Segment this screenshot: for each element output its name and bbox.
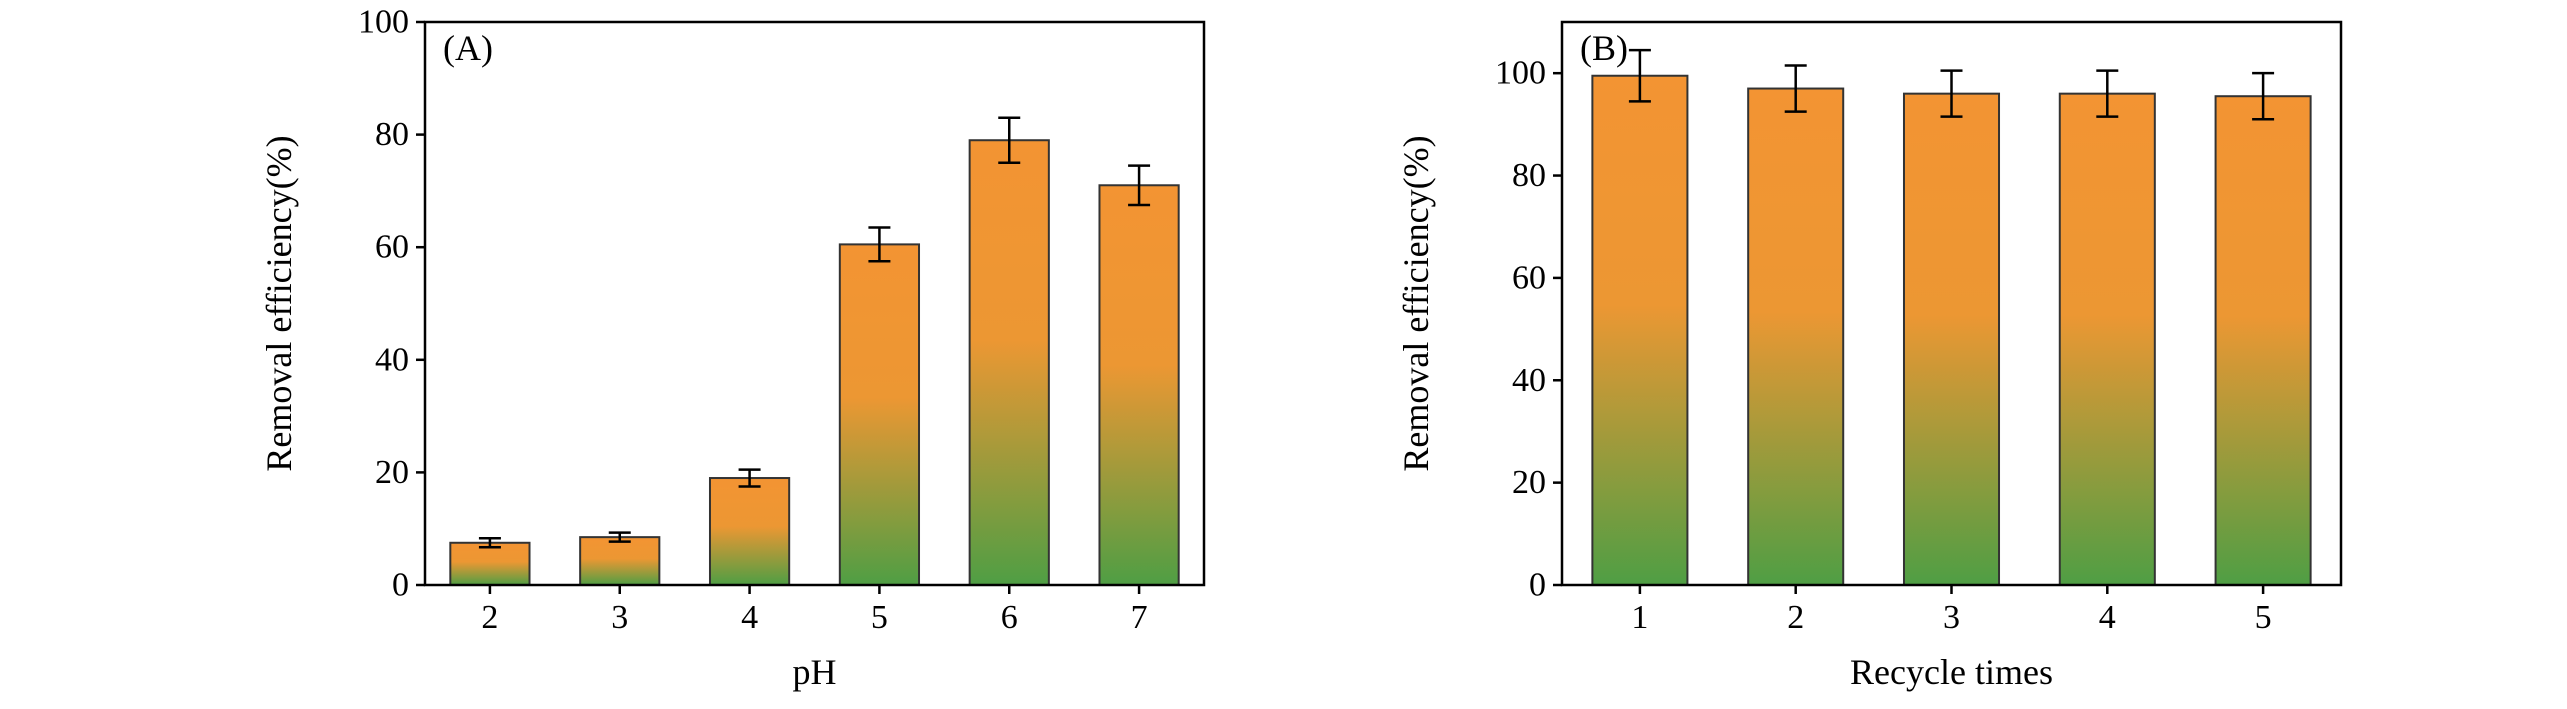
plot-frame [423, 20, 1206, 587]
error-bar [2252, 71, 2275, 121]
bar [579, 536, 661, 587]
x-tick-label: 2 [481, 599, 498, 636]
bar [449, 541, 531, 587]
y-tick-label: 20 [375, 454, 409, 491]
x-axis-label: Recycle times [1850, 652, 2053, 692]
bar [1098, 184, 1180, 587]
panel-label: (A) [443, 28, 493, 68]
error-bar [1128, 164, 1151, 207]
x-tick-label: 5 [871, 599, 888, 636]
chart-a-panel: 0 20 40 60 80 100 2 3 4 5 6 7 pH Removal efficiency(%… [230, 0, 1220, 709]
y-tick-label: 80 [1512, 157, 1546, 194]
bar [1747, 87, 1845, 586]
bar [1591, 74, 1689, 586]
x-tick-label: 7 [1131, 599, 1148, 636]
x-tick-label: 5 [2255, 599, 2272, 636]
y-tick-label: 60 [1512, 259, 1546, 296]
bar [708, 477, 791, 586]
y-axis-label: Removal efficiency(%) [259, 135, 299, 471]
x-tick-label: 4 [2099, 599, 2116, 636]
x-axis-label: pH [793, 652, 837, 692]
y-tick-label: 20 [1512, 464, 1546, 501]
x-tick-label: 1 [1631, 599, 1648, 636]
bar [2214, 95, 2312, 587]
error-bar [478, 537, 501, 549]
error-bar [2096, 69, 2119, 118]
bar [2058, 92, 2156, 587]
y-tick-label: 60 [375, 229, 409, 266]
bar [968, 139, 1050, 586]
x-tick-label: 6 [1001, 599, 1018, 636]
chart-b-svg: 0 20 40 60 80 100 1 2 3 4 5 Recycle times Removal ef… [1396, 20, 2343, 692]
chart-b-panel: 0 20 40 60 80 100 1 2 3 4 5 Recycle times Removal ef… [1367, 0, 2357, 709]
y-tick-label: 40 [375, 341, 409, 378]
bar [1902, 92, 2001, 587]
y-tick-label: 100 [358, 4, 409, 41]
x-tick-label: 2 [1787, 599, 1804, 636]
x-tick-label: 3 [1943, 599, 1960, 636]
error-bar [738, 468, 761, 488]
error-bar [1784, 64, 1807, 113]
error-bar [1628, 48, 1651, 103]
y-tick-label: 0 [1529, 567, 1546, 604]
error-bar [868, 226, 891, 263]
error-bar [608, 531, 631, 543]
y-tick-label: 100 [1495, 55, 1546, 92]
y-axis-label: Removal efficiency(%) [1396, 135, 1436, 471]
y-tick-label: 80 [375, 116, 409, 153]
chart-a-svg: 0 20 40 60 80 100 2 3 4 5 6 7 pH Removal efficiency(%… [259, 4, 1206, 692]
error-bar [998, 116, 1021, 164]
x-tick-label: 4 [741, 599, 758, 636]
x-tick-label: 3 [611, 599, 628, 636]
error-bar [1940, 69, 1963, 118]
bar [838, 243, 921, 586]
panel-label: (B) [1580, 28, 1628, 68]
y-tick-label: 40 [1512, 362, 1546, 399]
y-tick-label: 0 [392, 567, 409, 604]
